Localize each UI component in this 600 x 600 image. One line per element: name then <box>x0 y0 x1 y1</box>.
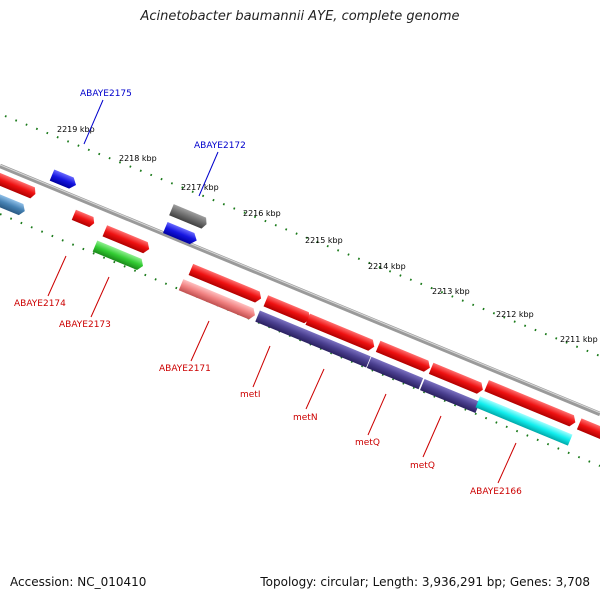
gene-features <box>0 169 600 446</box>
gene-metI <box>255 310 371 368</box>
scale-label: 2218 kbp <box>119 154 157 163</box>
gene-arrow <box>263 295 311 324</box>
gene-metQ <box>419 378 481 414</box>
gene-label-ABAYE2166: ABAYE2166 <box>470 487 522 497</box>
scale-label: 2219 kbp <box>57 125 95 134</box>
gene-labels: ABAYE2175 ABAYE2172 ABAYE2174 ABAYE2173 … <box>14 89 522 497</box>
topology-summary: Topology: circular; Length: 3,936,291 bp… <box>260 575 590 589</box>
gene-metQ <box>366 356 424 390</box>
gene-arrow <box>71 209 95 228</box>
gene-label-ABAYE2174: ABAYE2174 <box>14 299 66 309</box>
scale-label: 2211 kbp <box>560 335 598 344</box>
gene-arrow <box>428 362 483 394</box>
gene-ABAYE2175 <box>49 169 77 189</box>
gene-arrow <box>0 170 36 199</box>
scale-label: 2217 kbp <box>181 183 219 192</box>
gene-arrow <box>305 313 375 351</box>
genome-backbone-highlight <box>0 164 600 414</box>
gene-ABAYE2172 <box>169 204 207 229</box>
scale-label: 2216 kbp <box>243 209 281 218</box>
gene-ABAYE2171 <box>178 279 255 320</box>
map-title: Acinetobacter baumannii AYE, complete ge… <box>140 9 460 24</box>
gene-label-metQ: metQ <box>355 438 380 448</box>
gene-label-ABAYE2173: ABAYE2173 <box>59 320 111 330</box>
gene-arrow <box>484 380 576 427</box>
gene-ABAYE2173 <box>92 240 144 270</box>
genome-backbone <box>0 163 600 417</box>
gene-arrow <box>0 191 25 216</box>
gene-label-ABAYE2172: ABAYE2172 <box>194 141 246 151</box>
gene-arrow <box>375 340 430 372</box>
gene-arrow <box>102 225 150 254</box>
scale-label: 2213 kbp <box>432 287 470 296</box>
gene-label-metI: metI <box>240 390 261 400</box>
label-leaders <box>47 99 517 484</box>
gene-ABAYE2166 <box>475 396 573 446</box>
gene-arrow <box>576 418 600 442</box>
gene-arrow <box>162 221 197 245</box>
scale-label: 2215 kbp <box>305 236 343 245</box>
gene-label-ABAYE2171: ABAYE2171 <box>159 364 211 374</box>
gene-label-ABAYE2175: ABAYE2175 <box>80 89 132 99</box>
scale-label: 2214 kbp <box>368 262 406 271</box>
scale-label: 2212 kbp <box>496 310 534 319</box>
gene-arrow <box>188 263 262 303</box>
scale-labels: 2219 kbp 2218 kbp 2217 kbp 2216 kbp 2215… <box>57 125 598 344</box>
gene-label-metN: metN <box>293 413 318 423</box>
gene-label-metQ: metQ <box>410 461 435 471</box>
accession-text: Accession: NC_010410 <box>10 575 147 589</box>
